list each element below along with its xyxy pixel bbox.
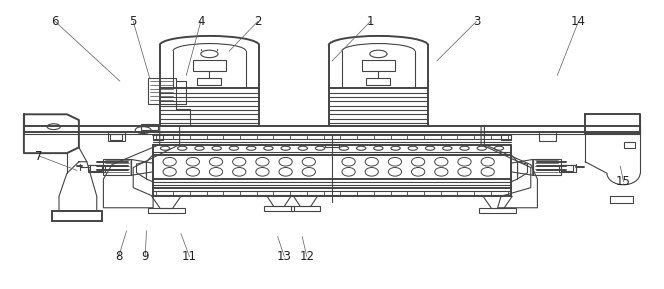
Bar [193, 60, 226, 71]
Text: 2: 2 [254, 15, 262, 28]
Text: 14: 14 [571, 15, 586, 28]
Bar [362, 60, 395, 71]
Bar [325, 144, 339, 147]
Bar [90, 166, 102, 171]
Bar [197, 78, 221, 85]
Bar [264, 206, 293, 211]
Text: 8: 8 [115, 250, 122, 263]
Bar [104, 159, 131, 175]
Bar [291, 206, 320, 211]
Text: 13: 13 [277, 250, 291, 263]
Text: 15: 15 [616, 175, 631, 188]
Text: 5: 5 [129, 15, 137, 28]
Bar [141, 124, 158, 129]
Text: 7: 7 [35, 149, 43, 162]
Bar [559, 165, 576, 172]
Bar [561, 166, 573, 171]
Text: 3: 3 [473, 15, 480, 28]
Bar [539, 132, 556, 141]
Bar [88, 165, 105, 172]
Bar [479, 208, 516, 213]
Text: 9: 9 [141, 250, 149, 263]
Text: 1: 1 [367, 15, 374, 28]
Bar [148, 78, 175, 104]
Text: 6: 6 [51, 15, 59, 28]
Text: 12: 12 [299, 250, 314, 263]
Bar [501, 134, 511, 140]
Bar [610, 196, 633, 203]
Bar [153, 134, 163, 140]
Text: 4: 4 [197, 15, 205, 28]
Bar [533, 159, 560, 175]
Bar [367, 78, 390, 85]
Bar [52, 211, 102, 221]
Text: 11: 11 [182, 250, 197, 263]
Bar [108, 132, 125, 141]
Bar [110, 134, 122, 140]
Bar [148, 208, 185, 213]
Bar [623, 142, 635, 148]
